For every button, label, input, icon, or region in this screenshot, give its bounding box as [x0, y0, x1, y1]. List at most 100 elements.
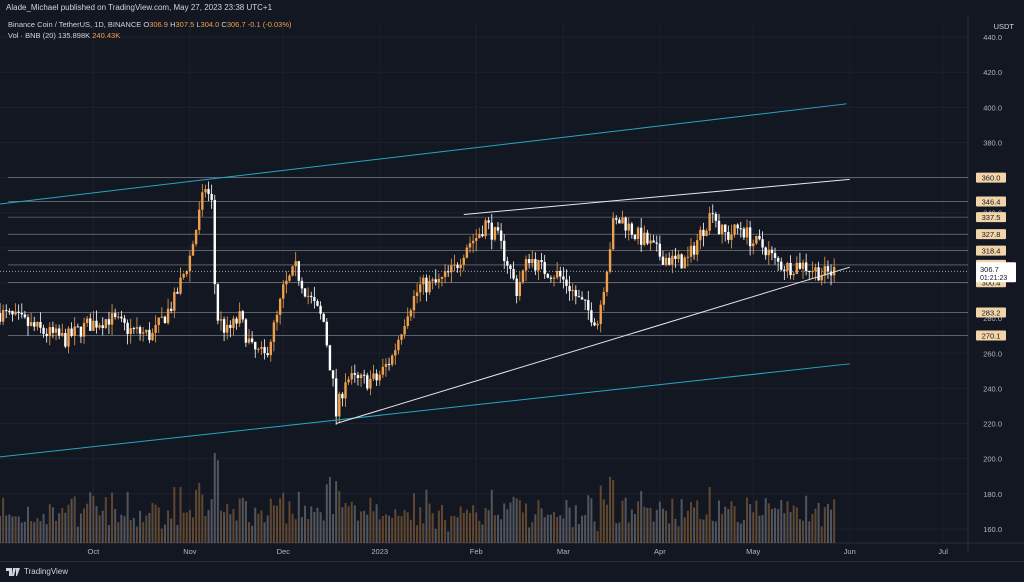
volume-bar — [51, 507, 54, 543]
candle-body — [11, 311, 14, 315]
tradingview-brand[interactable]: TradingView — [6, 567, 68, 576]
volume-bar — [668, 523, 671, 543]
volume-bar — [257, 513, 260, 543]
volume-bar — [528, 527, 531, 543]
price-chart[interactable]: USDT 160.0 180.0 200.0 220.0 240.0 260.0 280.0 3… — [0, 17, 1024, 561]
volume-bar — [188, 510, 191, 543]
volume-bar — [42, 513, 45, 543]
volume-bar — [403, 509, 406, 543]
volume-bar — [484, 507, 487, 543]
volume-bar — [549, 514, 552, 543]
candle-body — [204, 189, 207, 193]
wedge-trendline[interactable] — [336, 266, 850, 425]
candle-body — [198, 209, 201, 231]
volume-bar — [391, 517, 394, 543]
volume-bar — [260, 510, 263, 543]
candle-body — [720, 224, 724, 234]
candle-body — [76, 326, 80, 328]
volume-bar — [721, 514, 724, 543]
volume-bar — [89, 492, 92, 543]
candle-body — [543, 262, 546, 274]
candle-body — [51, 327, 55, 333]
x-tick-label: 2023 — [371, 547, 388, 556]
channel-line[interactable] — [0, 103, 847, 205]
volume-bar — [282, 492, 285, 543]
candle-body — [207, 189, 210, 194]
volume-bar — [465, 509, 468, 543]
y-tick-label: 380.0 — [983, 138, 1002, 147]
candle-body — [303, 288, 307, 297]
price-level-tag — [976, 229, 1006, 240]
volume-bar — [148, 512, 151, 543]
candle-body — [14, 311, 17, 315]
volume-bar — [774, 508, 777, 543]
candle-body — [808, 271, 811, 273]
candle-body — [621, 217, 624, 224]
volume-bar — [11, 516, 14, 543]
y-tick-label: 400.0 — [983, 103, 1002, 112]
volume-bar — [702, 519, 705, 543]
candle-body — [241, 311, 244, 320]
candle-body — [182, 274, 185, 278]
candle-body — [512, 268, 515, 279]
volume-bar — [163, 524, 166, 543]
volume-bar — [434, 528, 437, 543]
candle-body — [801, 262, 805, 269]
candle-body — [462, 257, 465, 265]
candle-body — [792, 273, 795, 276]
volume-bar — [512, 496, 515, 543]
candle-body — [160, 316, 164, 318]
candle-body — [577, 296, 581, 298]
candle-body — [618, 219, 621, 224]
volume-bar — [300, 517, 303, 543]
volume-bar — [802, 520, 805, 543]
candle-body — [639, 227, 643, 245]
volume-bar — [360, 511, 363, 543]
y-tick-label: 440.0 — [983, 33, 1002, 42]
candle-body — [285, 280, 288, 285]
candle-body — [48, 327, 52, 337]
brand-label: TradingView — [24, 567, 69, 576]
candle-body — [630, 223, 634, 235]
volume-bar — [310, 506, 313, 543]
candle-body — [39, 321, 42, 328]
volume-bar — [114, 508, 117, 543]
volume-bar — [232, 509, 235, 543]
volume-bar — [328, 477, 331, 543]
x-tick-label: Feb — [470, 547, 483, 556]
wedge-trendline[interactable] — [463, 178, 850, 215]
candle-body — [717, 220, 721, 234]
price-level-label: 300.4 — [982, 278, 1001, 287]
volume-bar — [661, 508, 664, 543]
candle-body — [733, 224, 736, 235]
volume-bar — [176, 524, 179, 543]
volume-bar — [680, 498, 683, 543]
volume-bar — [559, 515, 562, 543]
candle-body — [459, 264, 462, 269]
y-tick-label: 160.0 — [983, 525, 1002, 534]
candle-body — [689, 245, 693, 257]
candle-body — [708, 213, 711, 231]
volume-bar — [313, 511, 316, 543]
volume-bar — [276, 505, 279, 543]
volume-bar — [70, 498, 73, 543]
price-level-label: 360.0 — [982, 174, 1001, 183]
channel-line[interactable] — [0, 363, 850, 458]
candle-body — [82, 322, 86, 337]
candle-body — [428, 280, 431, 293]
candle-body — [702, 229, 705, 237]
candle-body — [222, 319, 226, 333]
candle-body — [546, 273, 550, 278]
volume-bar — [204, 515, 207, 543]
candle-body — [602, 292, 606, 305]
candle-body — [341, 393, 344, 399]
volume-bar — [381, 515, 384, 543]
candle-body — [521, 270, 525, 283]
candle-body — [615, 218, 618, 220]
volume-bar — [338, 491, 341, 543]
candle-body — [748, 227, 752, 247]
volume-bar — [363, 510, 366, 543]
volume-bar — [170, 518, 173, 543]
candle-body — [686, 256, 690, 258]
price-level-label: 346.4 — [982, 197, 1001, 206]
